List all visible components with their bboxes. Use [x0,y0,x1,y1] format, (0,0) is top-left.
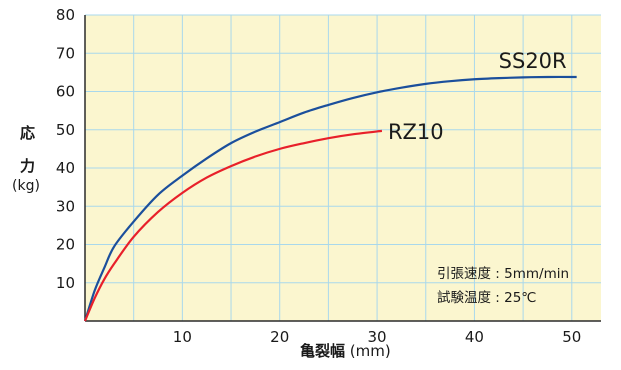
x-axis-label: 亀裂幅 (mm) [300,340,391,361]
y-tick-label: 80 [56,6,75,24]
x-tick-label: 10 [173,328,192,346]
note-test-temperature: 試験温度 : 25℃ [437,290,537,306]
note-tensile-speed: 引張速度 : 5mm/min [437,266,570,282]
y-tick-label: 20 [56,236,75,254]
x-tick-label: 30 [368,328,387,346]
x-tick-label: 40 [465,328,484,346]
y-axis-label-char-1: 応 [20,124,36,142]
grid-lines [85,14,601,321]
y-tick-label: 50 [56,121,75,139]
y-tick-label: 70 [56,44,75,62]
tick-labels: 10 20 30 40 50 60 70 80 10 20 30 40 50 [56,6,581,346]
y-tick-label: 60 [56,83,75,101]
x-axis-label-unit: (mm) [349,342,391,360]
axes [84,15,601,322]
series-label-ss20r: SS20R [499,49,567,73]
y-tick-label: 30 [56,197,75,215]
series-labels: SS20R RZ10 [388,49,567,144]
series-line-ss20r [83,75,577,322]
y-tick-label: 10 [56,274,75,292]
series-label-rz10: RZ10 [388,120,444,144]
series-line-rz10 [83,129,383,322]
y-tick-label: 40 [56,159,75,177]
y-axis-unit: (kg) [12,178,40,194]
x-tick-label: 20 [270,328,289,346]
x-tick-label: 50 [562,328,581,346]
y-axis-label-char-2: 力 [20,157,36,175]
x-axis-label-main: 亀裂幅 [300,342,346,360]
series-lines [83,75,577,322]
